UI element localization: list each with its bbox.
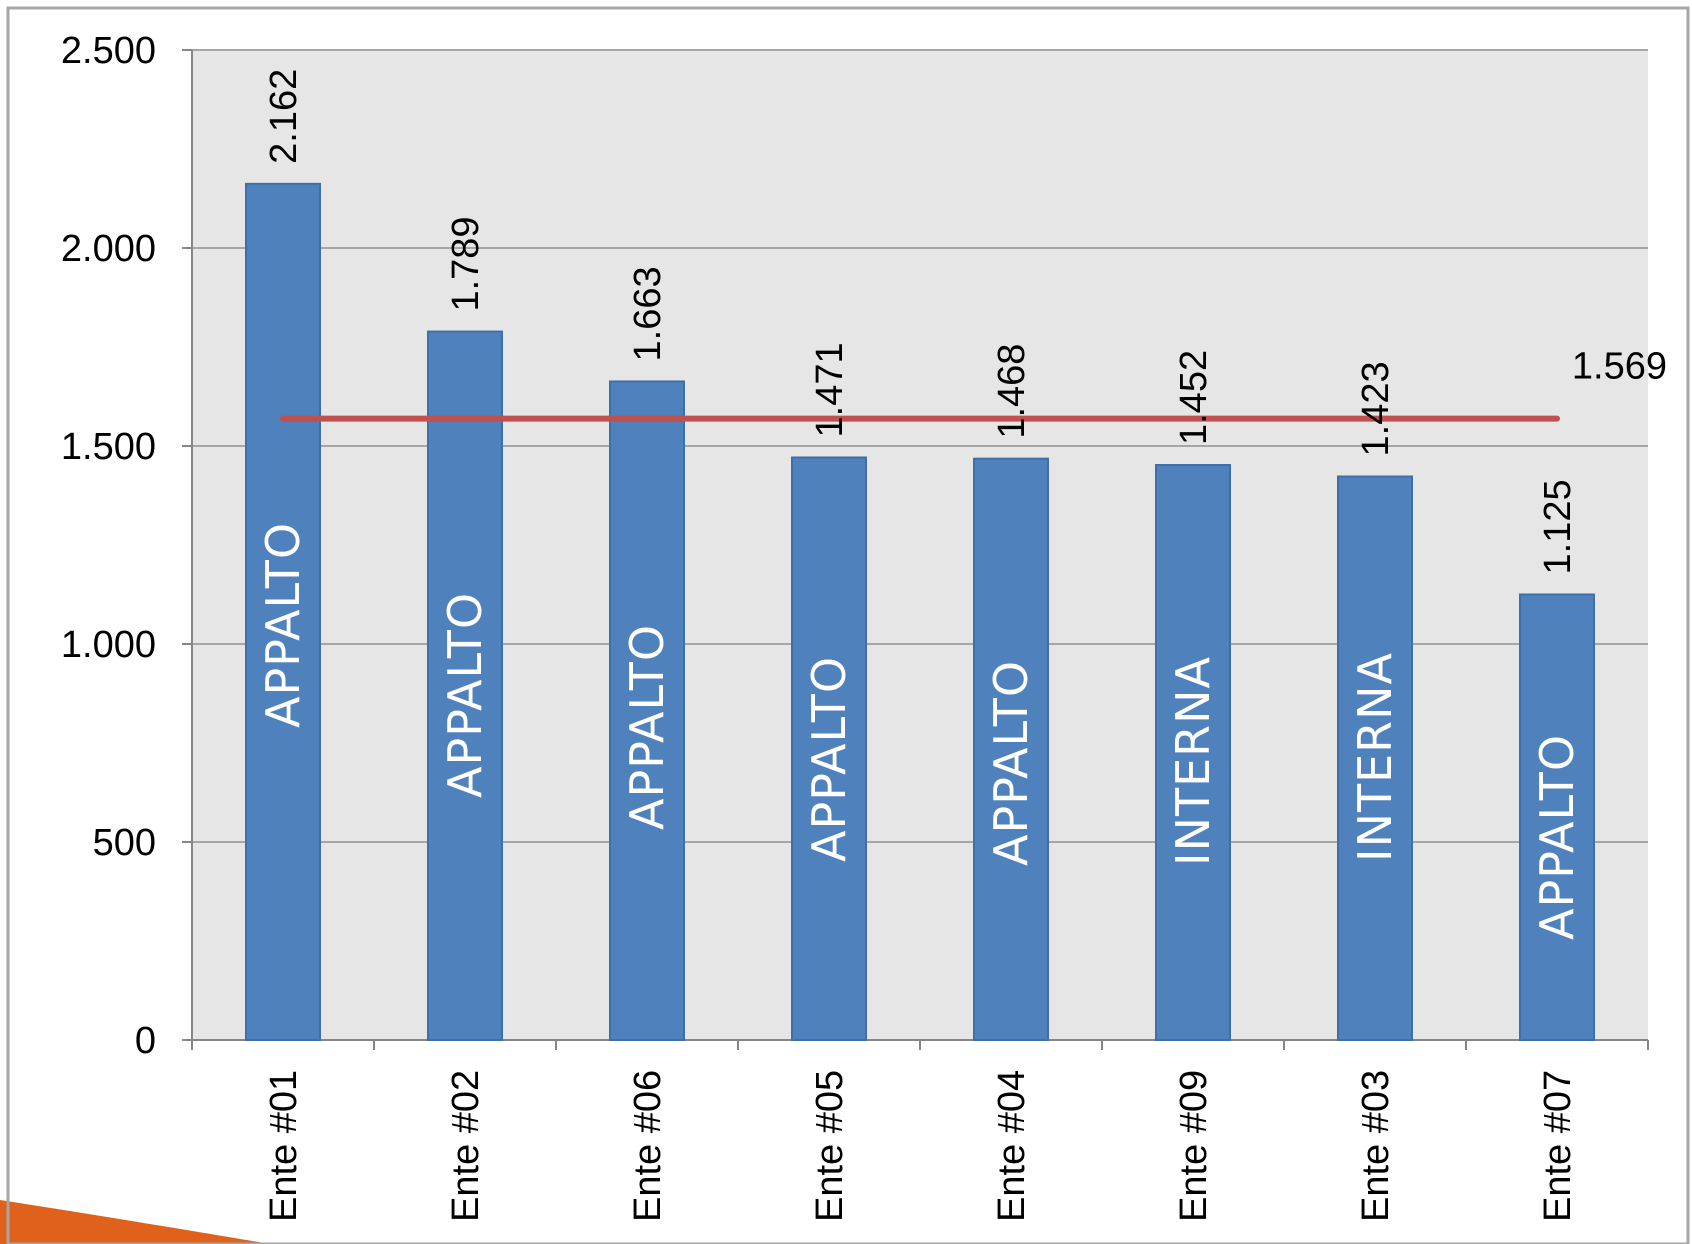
- bars: [245, 182, 1595, 1041]
- data-label: 1.423: [1355, 361, 1397, 456]
- bar-category-label: INTERNA: [1348, 652, 1402, 862]
- y-tick-label: 2.500: [61, 30, 156, 72]
- bar: [609, 380, 685, 1041]
- bar: [1155, 464, 1231, 1041]
- y-tick-label: 0: [135, 1020, 156, 1062]
- x-tick-label: Ente #03: [1355, 1070, 1397, 1222]
- bar-category-label: APPALTO: [256, 522, 310, 728]
- slide-corner-decoration: [0, 1200, 270, 1244]
- data-label: 1.789: [445, 216, 487, 311]
- bar-category-label: APPALTO: [438, 592, 492, 798]
- bar-category-label: APPALTO: [984, 660, 1038, 866]
- x-tick-label: Ente #06: [627, 1070, 669, 1222]
- data-label: 1.663: [627, 266, 669, 361]
- y-tick-label: 1.500: [61, 426, 156, 468]
- bar: [973, 457, 1049, 1041]
- bar: [1337, 475, 1413, 1041]
- bar-category-label: INTERNA: [1166, 656, 1220, 866]
- x-tick-label: Ente #02: [445, 1070, 487, 1222]
- bar: [427, 330, 503, 1041]
- average-line-group: 1.569: [280, 346, 1667, 422]
- x-tick-label: Ente #05: [809, 1070, 851, 1222]
- y-tick-label: 500: [93, 822, 156, 864]
- data-label: 1.471: [809, 342, 851, 437]
- bar: [1519, 593, 1595, 1041]
- data-label: 1.468: [991, 344, 1033, 439]
- y-tick-label: 1.000: [61, 624, 156, 666]
- data-label: 1.452: [1173, 350, 1215, 445]
- labels: 2.162 APPALTO Ente #01 1.789 APPALTO Ente #02…: [256, 69, 1584, 1222]
- x-tick-label: Ente #07: [1537, 1070, 1579, 1222]
- bar: [245, 182, 321, 1041]
- x-tick-label: Ente #04: [991, 1070, 1033, 1222]
- data-label: 1.125: [1537, 479, 1579, 574]
- data-label: 2.162: [263, 69, 305, 164]
- plot-area: [192, 50, 1648, 1040]
- average-label: 1.569: [1572, 346, 1667, 388]
- x-tick-label: Ente #09: [1173, 1070, 1215, 1222]
- bar: [791, 456, 867, 1041]
- bar-category-label: APPALTO: [620, 624, 674, 830]
- bar-category-label: APPALTO: [1530, 734, 1584, 940]
- bar-category-label: APPALTO: [802, 656, 856, 862]
- slide-frame: [6, 6, 1690, 1244]
- x-tick-label: Ente #01: [263, 1070, 305, 1222]
- y-tick-label: 2.000: [61, 228, 156, 270]
